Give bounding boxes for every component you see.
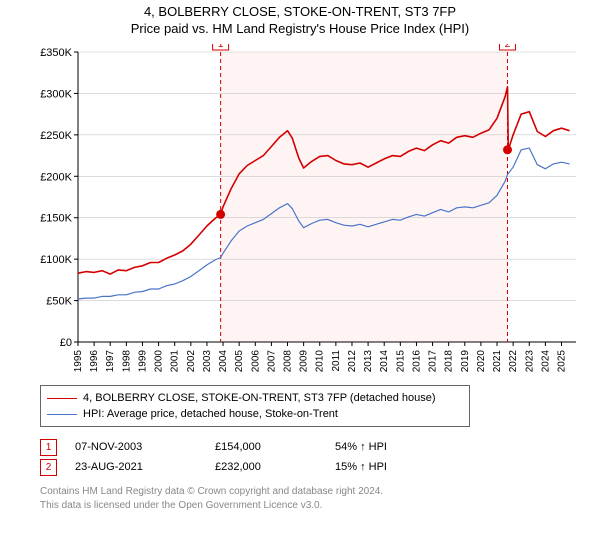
sale-date-1: 07-NOV-2003 — [75, 441, 215, 453]
legend-label-property: 4, BOLBERRY CLOSE, STOKE-ON-TRENT, ST3 7… — [83, 390, 436, 406]
sale-vs-hpi-2: 15% ↑ HPI — [335, 461, 455, 473]
sale-vs-hpi-1: 54% ↑ HPI — [335, 441, 455, 453]
svg-text:1: 1 — [218, 44, 224, 50]
svg-text:2: 2 — [505, 44, 511, 50]
sale-price-2: £232,000 — [215, 461, 335, 473]
legend-item-hpi: HPI: Average price, detached house, Stok… — [47, 406, 463, 422]
svg-text:£200K: £200K — [40, 171, 72, 183]
svg-text:2011: 2011 — [331, 350, 342, 372]
svg-text:2019: 2019 — [460, 350, 471, 373]
svg-text:£100K: £100K — [40, 254, 72, 266]
svg-text:2007: 2007 — [266, 350, 277, 373]
svg-text:£300K: £300K — [40, 88, 72, 100]
svg-text:2022: 2022 — [508, 350, 519, 373]
legend-label-hpi: HPI: Average price, detached house, Stok… — [83, 406, 338, 422]
svg-text:2017: 2017 — [428, 350, 439, 373]
svg-text:2000: 2000 — [154, 350, 165, 373]
legend-swatch-property — [47, 398, 77, 399]
svg-text:1998: 1998 — [121, 350, 132, 373]
chart-subtitle: Price paid vs. HM Land Registry's House … — [0, 21, 600, 36]
svg-text:2020: 2020 — [476, 350, 487, 373]
legend-swatch-hpi — [47, 414, 77, 415]
address-title: 4, BOLBERRY CLOSE, STOKE-ON-TRENT, ST3 7… — [0, 4, 600, 19]
svg-text:2024: 2024 — [540, 350, 551, 373]
sale-marker-1: 1 — [40, 439, 57, 456]
sales-table: 1 07-NOV-2003 £154,000 54% ↑ HPI 2 23-AU… — [40, 437, 600, 477]
footer-line-1: Contains HM Land Registry data © Crown c… — [40, 485, 600, 499]
svg-text:2025: 2025 — [556, 350, 567, 373]
svg-text:£0: £0 — [60, 337, 72, 349]
svg-text:2013: 2013 — [363, 350, 374, 373]
footer-line-2: This data is licensed under the Open Gov… — [40, 499, 600, 513]
svg-text:2009: 2009 — [299, 350, 310, 373]
sale-row-2: 2 23-AUG-2021 £232,000 15% ↑ HPI — [40, 457, 600, 477]
svg-text:1996: 1996 — [89, 350, 100, 373]
svg-text:2003: 2003 — [202, 350, 213, 373]
svg-text:1999: 1999 — [137, 350, 148, 373]
footer-attribution: Contains HM Land Registry data © Crown c… — [40, 485, 600, 513]
svg-text:2021: 2021 — [492, 350, 503, 373]
title-block: 4, BOLBERRY CLOSE, STOKE-ON-TRENT, ST3 7… — [0, 0, 600, 36]
svg-text:1997: 1997 — [105, 350, 116, 373]
sale-price-1: £154,000 — [215, 441, 335, 453]
svg-text:2008: 2008 — [283, 350, 294, 373]
svg-text:2001: 2001 — [170, 350, 181, 373]
chart-area: £0 £50K £100K £150K £200K £250K £300K £350K 1995… — [28, 44, 588, 379]
svg-text:2005: 2005 — [234, 350, 245, 373]
chart-svg: £0 £50K £100K £150K £200K £250K £300K £350K 1995… — [28, 44, 588, 379]
legend: 4, BOLBERRY CLOSE, STOKE-ON-TRENT, ST3 7… — [40, 385, 470, 427]
svg-text:£250K: £250K — [40, 130, 72, 142]
svg-text:2018: 2018 — [444, 350, 455, 373]
svg-text:2004: 2004 — [218, 350, 229, 373]
svg-text:£50K: £50K — [46, 296, 72, 308]
svg-text:2015: 2015 — [395, 350, 406, 373]
sale-marker-2: 2 — [40, 459, 57, 476]
svg-text:1995: 1995 — [73, 350, 84, 373]
svg-text:2006: 2006 — [250, 350, 261, 373]
house-price-chart-card: 4, BOLBERRY CLOSE, STOKE-ON-TRENT, ST3 7… — [0, 0, 600, 560]
sale-row-1: 1 07-NOV-2003 £154,000 54% ↑ HPI — [40, 437, 600, 457]
svg-text:2023: 2023 — [524, 350, 535, 373]
legend-item-property: 4, BOLBERRY CLOSE, STOKE-ON-TRENT, ST3 7… — [47, 390, 463, 406]
svg-text:2002: 2002 — [186, 350, 197, 373]
svg-text:2010: 2010 — [315, 350, 326, 373]
svg-text:£150K: £150K — [40, 213, 72, 225]
svg-text:2016: 2016 — [411, 350, 422, 373]
svg-text:2014: 2014 — [379, 350, 390, 373]
svg-text:2012: 2012 — [347, 350, 358, 373]
sale-date-2: 23-AUG-2021 — [75, 461, 215, 473]
svg-text:£350K: £350K — [40, 47, 72, 59]
